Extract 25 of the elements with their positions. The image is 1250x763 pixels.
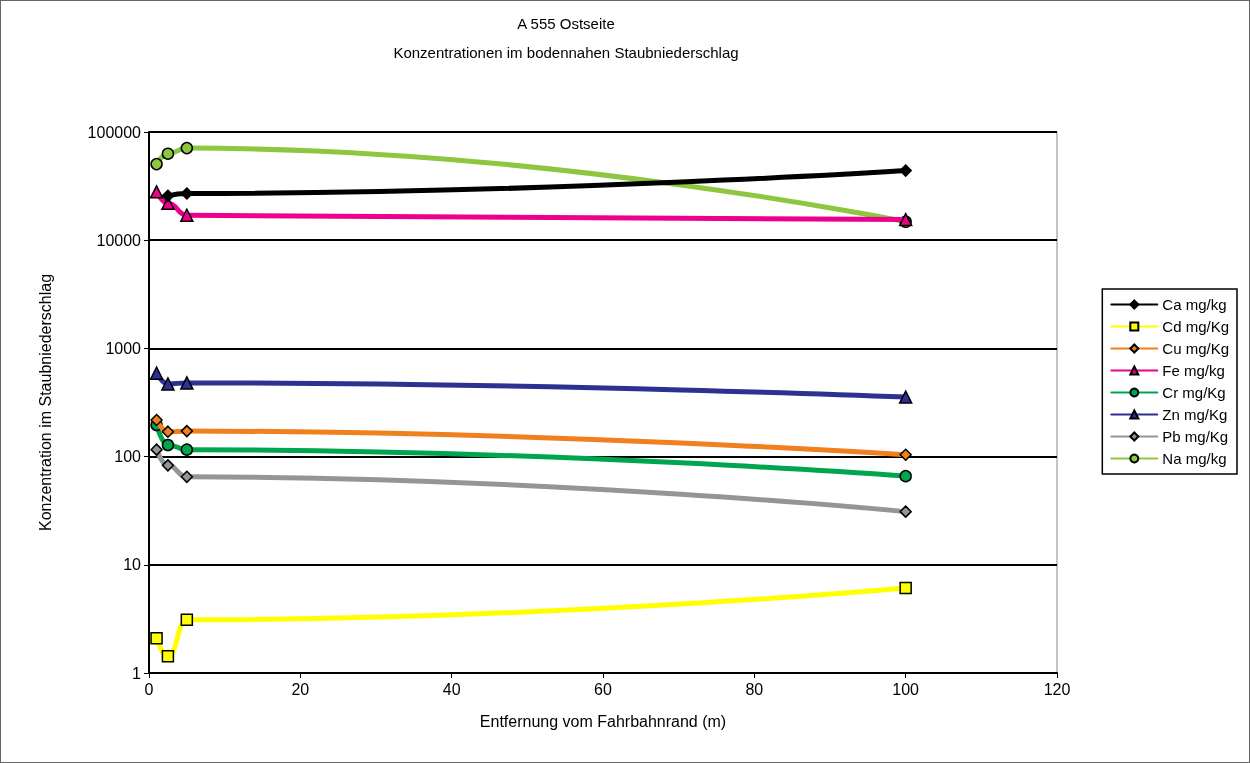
y-tick-label: 100 — [114, 448, 142, 466]
legend-label: Zn mg/Kg — [1162, 406, 1228, 423]
legend-label: Cu mg/Kg — [1162, 340, 1230, 357]
legend-label: Cr mg/Kg — [1162, 384, 1226, 401]
legend-label: Pb mg/Kg — [1162, 428, 1229, 445]
y-tick-label: 1000 — [105, 339, 142, 357]
x-tick-label: 80 — [745, 680, 764, 698]
legend-label: Na mg/kg — [1162, 450, 1227, 467]
y-tick-label: 100000 — [87, 123, 142, 141]
x-tick-label: 100 — [892, 680, 920, 698]
chart-title: A 555 Ostseite — [517, 15, 615, 32]
legend-label: Fe mg/kg — [1162, 362, 1225, 379]
y-tick-label: 10000 — [96, 231, 142, 249]
chart-subtitle: Konzentrationen im bodennahen Staubniederschlag — [393, 44, 739, 61]
x-axis-title: Entfernung vom Fahrbahnrand (m) — [479, 712, 727, 730]
legend-label: Ca mg/kg — [1162, 296, 1227, 313]
x-tick-label: 120 — [1043, 680, 1071, 698]
x-tick-label: 20 — [291, 680, 310, 698]
x-tick-label: 60 — [594, 680, 612, 698]
y-tick-label: 10 — [123, 556, 142, 574]
y-tick-label: 1 — [132, 664, 142, 682]
x-tick-label: 40 — [442, 680, 461, 698]
legend-label: Cd mg/Kg — [1162, 318, 1230, 335]
y-axis-title: Konzentration im Staubniederschlag — [36, 273, 54, 532]
x-tick-label: 0 — [144, 680, 154, 698]
